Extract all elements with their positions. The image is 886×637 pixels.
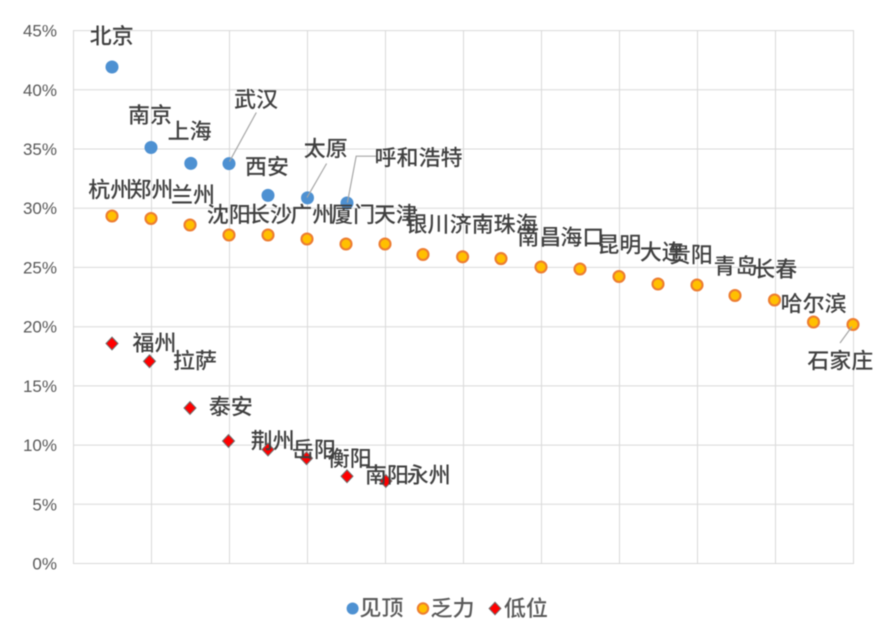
svg-text:15%: 15% — [23, 377, 57, 396]
svg-text:30%: 30% — [23, 199, 57, 218]
svg-text:45%: 45% — [23, 22, 57, 41]
svg-text:10%: 10% — [23, 436, 57, 455]
svg-text:35%: 35% — [23, 140, 57, 159]
svg-text:5%: 5% — [32, 495, 57, 514]
svg-text:20%: 20% — [23, 318, 57, 337]
svg-text:25%: 25% — [23, 258, 57, 277]
svg-text:0%: 0% — [32, 555, 57, 574]
svg-text:40%: 40% — [23, 81, 57, 100]
